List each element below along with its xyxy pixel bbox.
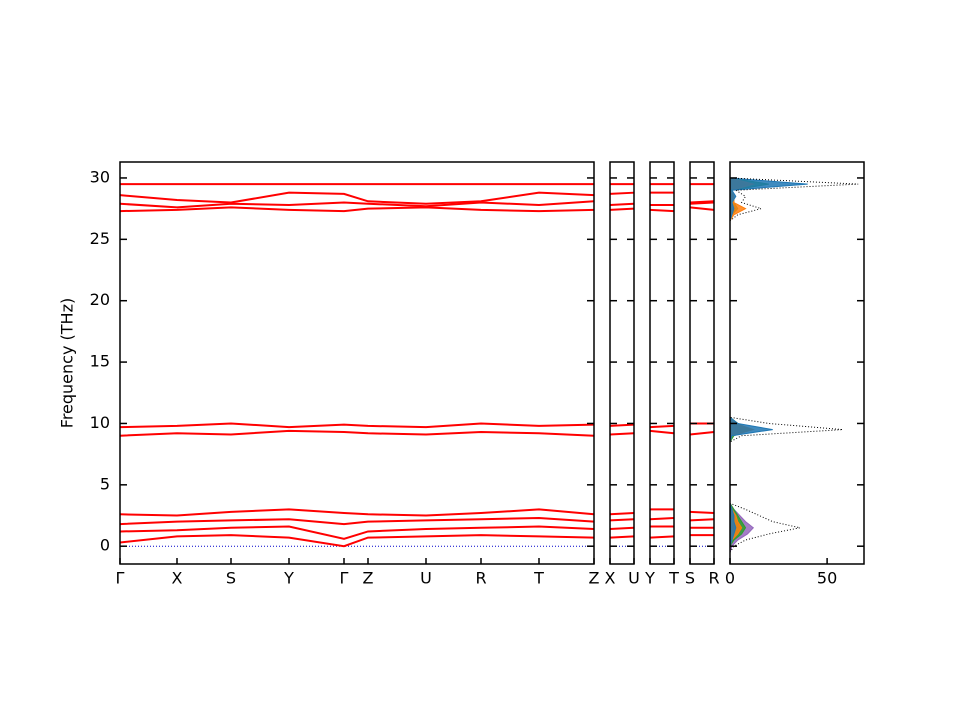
panel-frame <box>609 161 635 565</box>
x-tick-label: X <box>172 569 183 588</box>
x-tick-label: Γ <box>116 569 125 588</box>
band <box>609 526 635 531</box>
partial-dos <box>729 177 756 553</box>
x-tick-label: 0 <box>725 569 735 588</box>
partial-dos <box>729 177 755 553</box>
x-tick-label: R <box>475 569 486 588</box>
band <box>689 206 715 211</box>
panel-frame <box>119 161 595 565</box>
band <box>609 191 635 195</box>
x-tick-label: Y <box>283 569 294 588</box>
band <box>119 191 595 205</box>
x-tick-label: S <box>685 569 695 588</box>
band <box>689 200 715 204</box>
band <box>649 429 675 435</box>
x-tick-label: Z <box>589 569 600 588</box>
band <box>609 535 635 539</box>
y-tick-label: 15 <box>90 352 110 371</box>
x-tick-label: 50 <box>817 569 837 588</box>
band <box>609 512 635 516</box>
x-tick-label: R <box>708 569 719 588</box>
band <box>609 207 635 211</box>
band <box>649 516 675 521</box>
band <box>609 202 635 206</box>
x-tick-label: X <box>605 569 616 588</box>
band <box>119 508 595 517</box>
band <box>689 510 715 515</box>
y-tick-label: 30 <box>90 167 110 186</box>
x-tick-label: Z <box>363 569 374 588</box>
partial-dos <box>729 177 808 553</box>
partial-dos <box>729 177 769 553</box>
x-tick-label: U <box>628 569 640 588</box>
panel-frame <box>649 161 675 565</box>
band <box>609 518 635 522</box>
panel-frame <box>729 161 865 565</box>
x-tick-label: Γ <box>340 569 349 588</box>
x-tick-label: S <box>226 569 236 588</box>
y-tick-label: 5 <box>100 474 110 493</box>
band <box>119 206 595 213</box>
band <box>649 424 675 429</box>
x-tick-label: Y <box>644 569 655 588</box>
band <box>119 525 595 540</box>
x-tick-label: T <box>533 569 544 588</box>
y-tick-label: 10 <box>90 413 110 432</box>
band <box>689 518 715 522</box>
x-tick-label: T <box>668 569 679 588</box>
band <box>119 429 595 437</box>
y-axis-label: Frequency (THz) <box>58 298 77 428</box>
band <box>119 200 595 209</box>
total-dos <box>729 177 859 553</box>
band <box>689 201 715 205</box>
band <box>609 432 635 436</box>
y-tick-label: 25 <box>90 229 110 248</box>
y-tick-label: 0 <box>100 536 110 555</box>
band <box>689 431 715 436</box>
band <box>649 535 675 539</box>
x-tick-label: U <box>420 569 432 588</box>
band <box>609 423 635 427</box>
y-tick-label: 20 <box>90 290 110 309</box>
band <box>649 208 675 213</box>
band <box>119 422 595 429</box>
panel-frame <box>689 161 715 565</box>
band <box>119 534 595 548</box>
band <box>119 516 595 526</box>
